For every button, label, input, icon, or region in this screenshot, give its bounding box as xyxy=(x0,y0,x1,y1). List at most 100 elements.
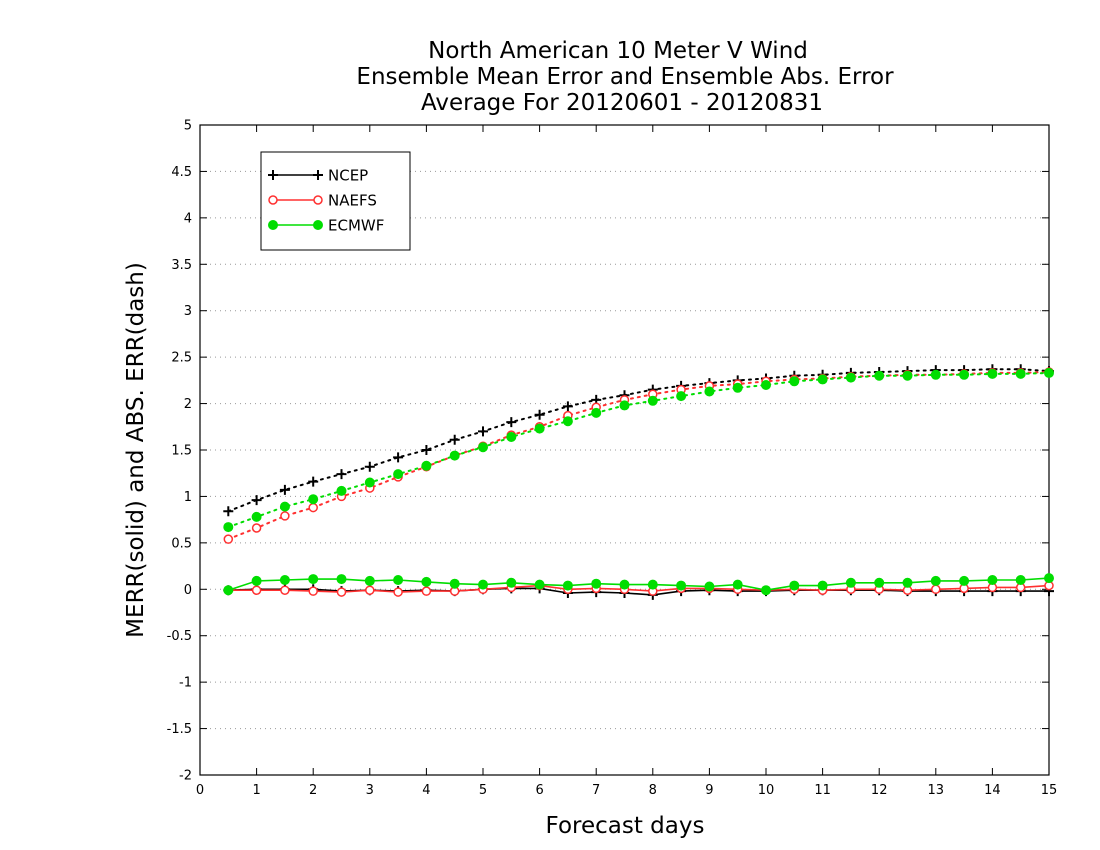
x-tick-label: 3 xyxy=(366,783,374,798)
ncep-legend-label: NCEP xyxy=(328,167,368,185)
x-tick-label: 1 xyxy=(252,783,260,798)
y-tick-label: 0 xyxy=(184,583,192,598)
ncep-abs-error-point xyxy=(421,445,432,455)
ncep-abs-error-point xyxy=(562,401,573,412)
naefs-mean-error-point xyxy=(280,585,290,595)
ecmwf-abs-error-point xyxy=(279,501,290,512)
x-tick-label: 10 xyxy=(758,783,775,798)
x-tick-label: 11 xyxy=(814,783,831,798)
ecmwf-abs-error-point xyxy=(562,416,573,427)
ecmwf-abs-error-point xyxy=(845,372,856,383)
ncep-abs-error-point xyxy=(364,461,375,472)
naefs-abs-error-point xyxy=(308,502,318,513)
legend-box xyxy=(260,151,411,251)
x-tick-label: 14 xyxy=(984,783,1001,798)
ecmwf-mean-error-point xyxy=(421,576,432,587)
ncep-abs-error-point xyxy=(336,469,347,480)
naefs-legend-marker xyxy=(313,195,323,205)
ecmwf-mean-error-point xyxy=(987,575,998,585)
x-tick-label: 5 xyxy=(479,783,487,798)
ncep-abs-error-line xyxy=(227,368,1050,513)
ecmwf-mean-error-point xyxy=(930,575,941,586)
ecmwf-mean-error-point xyxy=(1015,575,1026,585)
ecmwf-mean-error-point xyxy=(676,580,687,591)
ncep-legend-marker xyxy=(268,170,278,180)
ecmwf-legend-marker xyxy=(268,220,278,230)
ecmwf-mean-error-point xyxy=(223,585,234,596)
ecmwf-abs-error-point xyxy=(336,485,347,496)
ncep-abs-error-point xyxy=(506,417,517,428)
naefs-abs-error-point xyxy=(223,534,234,544)
ncep-series xyxy=(223,364,1054,600)
ecmwf-mean-error-point xyxy=(393,575,404,585)
x-tick-label: 6 xyxy=(535,783,543,798)
y-tick-label: 1 xyxy=(184,490,192,505)
ncep-abs-error-point xyxy=(534,409,545,420)
ecmwf-mean-error-point xyxy=(364,575,375,586)
naefs-mean-error-point xyxy=(421,586,432,596)
x-axis-label: Forecast days xyxy=(546,813,705,839)
title-line-2: Ensemble Mean Error and Ensemble Abs. Er… xyxy=(356,64,894,90)
ecmwf-mean-error-point xyxy=(619,579,630,590)
ecmwf-abs-error-point xyxy=(647,395,658,406)
ecmwf-mean-error-point xyxy=(279,575,290,585)
ecmwf-abs-error-point xyxy=(987,368,998,379)
ecmwf-mean-error-point xyxy=(534,579,545,590)
ecmwf-mean-error-point xyxy=(251,575,262,586)
ecmwf-abs-error-point xyxy=(930,369,941,380)
ecmwf-legend-label: ECMWF xyxy=(328,217,384,235)
title-line-1: North American 10 Meter V Wind xyxy=(428,38,808,64)
ecmwf-mean-error-point xyxy=(506,577,517,588)
x-tick-label: 8 xyxy=(649,783,657,798)
ncep-abs-error-point xyxy=(223,506,234,517)
naefs-mean-error-point xyxy=(365,585,375,595)
ecmwf-abs-error-point xyxy=(251,511,262,522)
ecmwf-mean-error-point xyxy=(817,580,828,591)
ecmwf-mean-error-point xyxy=(959,575,970,586)
y-tick-label: 5 xyxy=(184,119,192,134)
y-tick-label: -1.5 xyxy=(167,722,192,737)
naefs-abs-error-line xyxy=(227,371,1050,541)
ecmwf-mean-error-point xyxy=(874,577,885,588)
grid-lines xyxy=(200,170,1049,730)
x-tick-label: 0 xyxy=(196,783,204,798)
ecmwf-mean-error-point xyxy=(562,580,573,591)
ecmwf-mean-error-point xyxy=(647,579,658,590)
y-tick-label: -1 xyxy=(179,676,192,691)
ecmwf-mean-error-point xyxy=(704,581,715,592)
naefs-mean-error-point xyxy=(336,587,347,597)
ecmwf-mean-error-line xyxy=(228,577,1050,592)
x-tick-label: 9 xyxy=(705,783,713,798)
ecmwf-abs-error-point xyxy=(534,423,545,434)
y-axis: -2 -1.5 -1 -0.5 0 0.5 1 1.5 2 2.5 3 3.5 4 4.5 5 xyxy=(167,119,1049,784)
y-tick-label: 2 xyxy=(184,397,192,412)
y-tick-label: 4.5 xyxy=(171,165,192,180)
y-tick-label: 0.5 xyxy=(171,536,192,551)
y-tick-label: -0.5 xyxy=(167,629,192,644)
ecmwf-abs-error-point xyxy=(1044,367,1054,378)
ecmwf-abs-error-point xyxy=(704,386,715,397)
ncep-abs-error-point xyxy=(393,452,404,463)
x-tick-label: 7 xyxy=(592,783,600,798)
x-tick-label: 13 xyxy=(928,783,945,798)
ecmwf-abs-error-point xyxy=(421,460,432,471)
ecmwf-series xyxy=(223,367,1054,596)
y-tick-label: 2.5 xyxy=(171,351,192,366)
y-tick-label: 3 xyxy=(184,304,192,319)
ecmwf-abs-error-point xyxy=(761,380,771,390)
chart-title: North American 10 Meter V Wind Ensemble … xyxy=(356,38,894,116)
ecmwf-mean-error-point xyxy=(732,579,743,590)
ecmwf-mean-error-point xyxy=(591,578,602,589)
x-tick-label: 2 xyxy=(309,783,317,798)
ecmwf-abs-error-point xyxy=(619,400,630,411)
ncep-abs-error-point xyxy=(308,476,319,487)
ecmwf-abs-error-point xyxy=(478,442,488,453)
title-line-3: Average For 20120601 - 20120831 xyxy=(421,90,823,116)
ecmwf-abs-error-point xyxy=(874,370,885,381)
ncep-legend-marker xyxy=(313,170,323,180)
ecmwf-abs-error-point xyxy=(449,450,460,461)
ecmwf-abs-error-point xyxy=(817,374,828,385)
x-tick-label: 15 xyxy=(1041,783,1058,798)
naefs-mean-error-point xyxy=(393,587,403,597)
